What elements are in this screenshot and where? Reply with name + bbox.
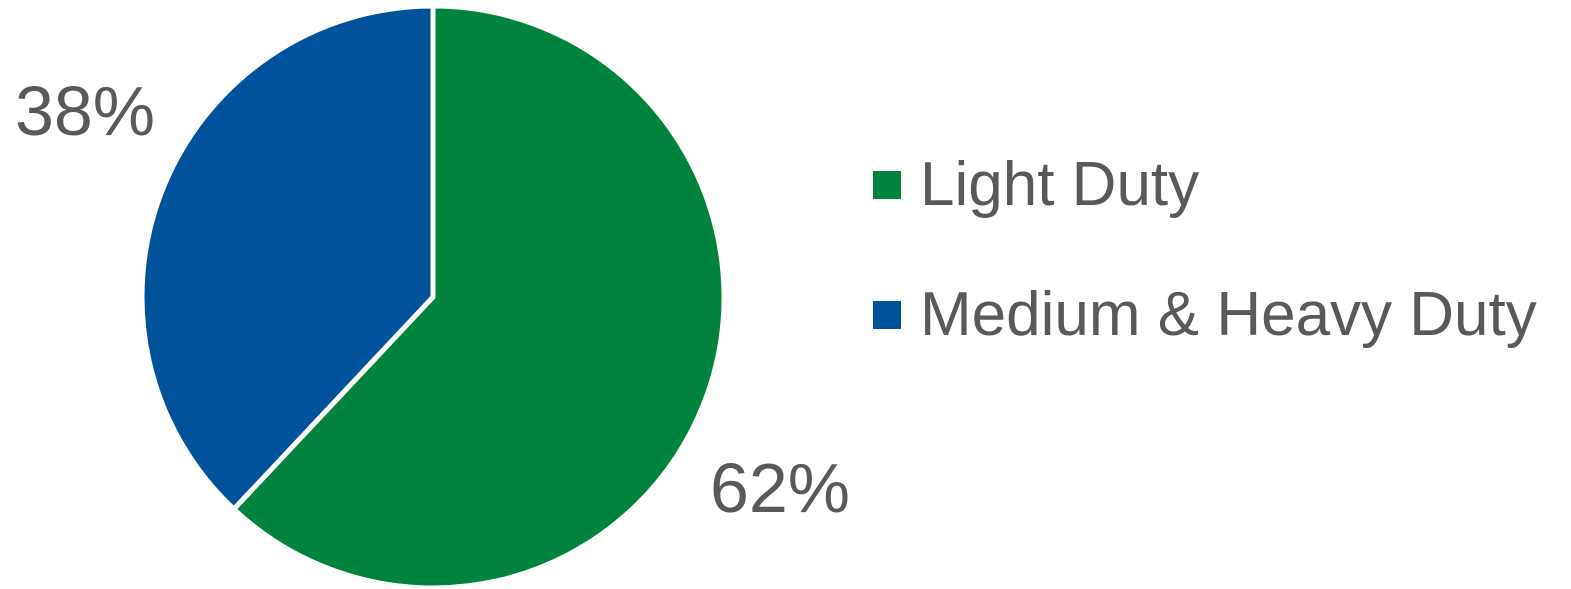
data-label-medium-heavy-duty: 38% <box>15 72 155 150</box>
legend-swatch-light-duty <box>873 171 901 199</box>
legend-label-light-duty: Light Duty <box>920 150 1200 219</box>
legend-item-medium-heavy-duty: Medium & Heavy Duty <box>873 280 1537 350</box>
pie-slices <box>139 3 727 589</box>
pie-slice-medium-heavy-duty <box>139 3 436 512</box>
legend-label-medium-heavy-duty: Medium & Heavy Duty <box>920 280 1537 349</box>
data-label-light-duty: 62% <box>710 449 850 527</box>
legend-item-light-duty: Light Duty <box>873 150 1537 220</box>
pie-slice-light-duty <box>231 3 727 589</box>
pie-data-labels: 62% 38% <box>15 72 850 527</box>
legend: Light Duty Medium & Heavy Duty <box>873 150 1537 410</box>
legend-swatch-medium-heavy-duty <box>873 301 901 329</box>
